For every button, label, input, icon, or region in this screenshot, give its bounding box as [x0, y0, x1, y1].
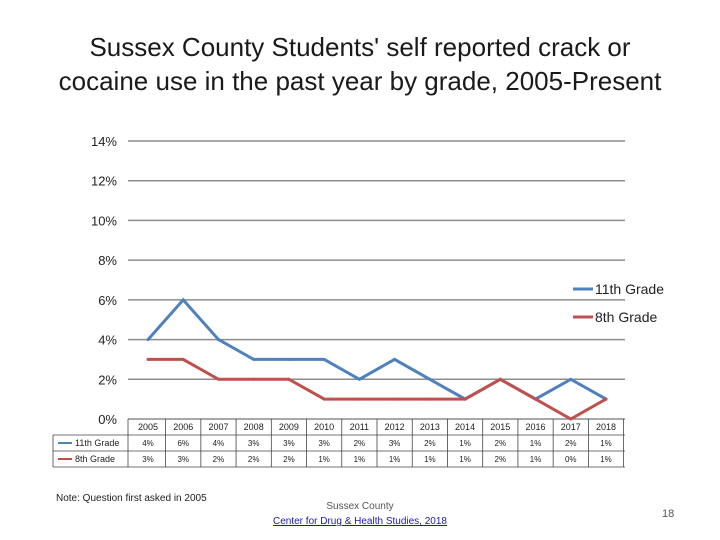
data-label: 3% — [248, 439, 260, 448]
table-series-name: 8th Grade — [75, 454, 115, 464]
legend-label: 8th Grade — [595, 309, 657, 325]
data-point — [357, 377, 361, 381]
data-label: 3% — [389, 439, 401, 448]
data-point — [357, 397, 361, 401]
x-tick-label: 2016 — [526, 422, 546, 432]
data-label: 4% — [213, 439, 225, 448]
x-tick-label: 2005 — [138, 422, 158, 432]
title-line-2: cocaine use in the past year by grade, 2… — [58, 66, 662, 96]
legend-label: 11th Grade — [595, 281, 664, 297]
data-label: 4% — [142, 439, 154, 448]
data-point — [569, 377, 573, 381]
data-label: 1% — [318, 455, 330, 464]
data-point — [252, 377, 256, 381]
y-tick-label: 14% — [91, 134, 117, 149]
data-label: 3% — [318, 439, 330, 448]
y-tick-label: 4% — [98, 333, 117, 348]
data-label: 1% — [354, 455, 366, 464]
x-tick-label: 2014 — [455, 422, 475, 432]
series-line — [146, 297, 607, 401]
y-tick-label: 10% — [91, 213, 117, 228]
data-label: 3% — [283, 439, 295, 448]
data-label: 1% — [389, 455, 401, 464]
y-tick-label: 6% — [98, 293, 117, 308]
data-label: 2% — [565, 439, 577, 448]
x-tick-label: 2010 — [314, 422, 334, 432]
data-point — [181, 298, 185, 302]
data-point — [393, 357, 397, 361]
x-tick-label: 2009 — [279, 422, 299, 432]
data-label: 2% — [495, 455, 507, 464]
table-series-name: 11th Grade — [75, 438, 119, 448]
x-tick-label: 2015 — [490, 422, 510, 432]
data-label: 0% — [565, 455, 577, 464]
data-label: 1% — [459, 455, 471, 464]
source-credit: Sussex County Center for Drug & Health S… — [240, 499, 480, 529]
data-point — [287, 357, 291, 361]
data-point — [216, 338, 220, 342]
y-tick-label: 2% — [98, 372, 117, 387]
data-point — [181, 357, 185, 361]
data-label: 1% — [530, 455, 542, 464]
data-point — [428, 397, 432, 401]
x-tick-label: 2013 — [420, 422, 440, 432]
data-label: 1% — [424, 455, 436, 464]
data-label: 2% — [283, 455, 295, 464]
data-point — [428, 377, 432, 381]
y-tick-label: 0% — [98, 412, 117, 427]
data-label: 1% — [600, 455, 612, 464]
data-point — [498, 377, 502, 381]
x-tick-label: 2012 — [385, 422, 405, 432]
data-point — [322, 357, 326, 361]
footnote: Note: Question first asked in 2005 — [56, 493, 207, 504]
data-label: 3% — [142, 455, 154, 464]
data-label: 6% — [177, 439, 189, 448]
data-point — [322, 397, 326, 401]
data-point — [569, 417, 573, 421]
y-tick-label: 12% — [91, 174, 117, 189]
data-label: 2% — [213, 455, 225, 464]
x-tick-label: 2006 — [173, 422, 193, 432]
series-line — [148, 357, 607, 421]
x-tick-label: 2017 — [561, 422, 581, 432]
data-label: 1% — [600, 439, 612, 448]
data-point — [463, 397, 467, 401]
data-point — [216, 377, 220, 381]
y-tick-label: 8% — [98, 253, 117, 268]
x-tick-label: 2007 — [208, 422, 228, 432]
data-point — [604, 397, 608, 401]
x-tick-label: 2008 — [244, 422, 264, 432]
data-label: 2% — [424, 439, 436, 448]
source-link[interactable]: Center for Drug & Health Studies, 2018 — [273, 516, 447, 527]
data-point — [252, 357, 256, 361]
data-point — [146, 357, 150, 361]
data-label: 2% — [248, 455, 260, 464]
data-label: 1% — [530, 439, 542, 448]
data-label: 1% — [459, 439, 471, 448]
data-label: 2% — [354, 439, 366, 448]
source-org: Sussex County — [326, 501, 394, 512]
data-point — [146, 338, 150, 342]
x-tick-label: 2011 — [350, 422, 369, 432]
data-label: 3% — [177, 455, 189, 464]
x-tick-label: 2018 — [596, 422, 616, 432]
chart-title: Sussex County Students' self reported cr… — [20, 30, 700, 98]
page-number: 18 — [662, 508, 675, 520]
data-point — [393, 397, 397, 401]
data-point — [287, 377, 291, 381]
title-line-1: Sussex County Students' self reported cr… — [89, 32, 631, 62]
data-point — [534, 397, 538, 401]
data-label: 2% — [495, 439, 507, 448]
